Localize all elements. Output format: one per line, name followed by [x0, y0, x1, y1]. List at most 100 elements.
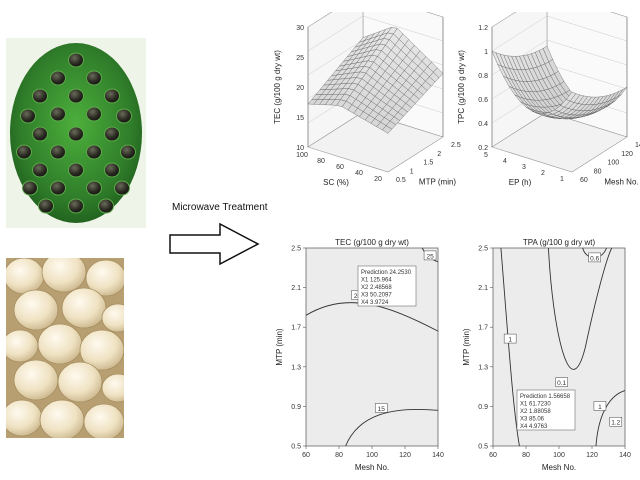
right-arrow: [169, 222, 260, 266]
z-tick-label: 0.6: [478, 97, 488, 104]
y-tick-label: 2.5: [291, 246, 301, 253]
contour-label-box: [503, 333, 517, 344]
grid-line: [546, 39, 628, 66]
contour-label: 0.6: [590, 255, 599, 262]
seed-hole: [32, 88, 48, 104]
x2-axis-label: MTP (min): [419, 178, 457, 187]
x-tick-label: 100: [366, 452, 378, 459]
grid-line: [307, 39, 364, 76]
x2-tick-label: 140: [635, 142, 640, 149]
seed-hole: [50, 70, 66, 86]
x1-tick-label: 60: [336, 164, 344, 171]
y-tick-label: 2.5: [478, 246, 488, 253]
prediction-line: Prediction 1.56658: [520, 394, 571, 400]
prediction-line: Prediction 24.2530: [361, 270, 412, 276]
grid-line: [546, 15, 628, 42]
seed-hole: [120, 144, 136, 160]
z-tick-label: 25: [296, 55, 304, 62]
z-axis-label: TPC (g/100 g dry wt): [457, 50, 466, 124]
y-tick-label: 2.1: [478, 285, 488, 292]
contour-label-box: [555, 377, 568, 387]
y-tick-label: 1.7: [478, 325, 488, 332]
seed-hole: [50, 180, 66, 196]
surface-chart-tpc: 0.2 0.4 0.6 0.8 1 1.2 TPC (g/100 g dry wt) 5 4 3 2…: [457, 12, 640, 187]
contour-label-box: [609, 416, 623, 427]
x-tick-label: 80: [522, 452, 530, 459]
x1-tick-label: 3: [522, 164, 526, 171]
contour-line: [547, 247, 613, 370]
contour-label: 1: [598, 404, 602, 411]
lotus-seed: [41, 258, 87, 293]
lotus-seed: [13, 289, 59, 331]
contour-label: 25: [426, 253, 434, 260]
x2-tick-label: 0.5: [396, 177, 406, 184]
x1-tick-label: 1: [560, 176, 564, 183]
x2-tick-label: 100: [608, 160, 620, 167]
prediction-line: X1 61.7230: [520, 402, 551, 408]
x-tick-label: 120: [586, 452, 598, 459]
z-tick-label: 20: [296, 85, 304, 92]
z-axis-label: TEC (g/100 g dry wt): [273, 50, 282, 124]
lotus-seed: [6, 399, 43, 437]
x-axis-label: Mesh No.: [542, 463, 576, 472]
lotus-seed: [101, 303, 124, 333]
grid-line: [362, 15, 444, 42]
x1-tick-label: 20: [374, 176, 382, 183]
y-axis-label: MTP (min): [462, 328, 471, 366]
y-tick-label: 2.1: [291, 285, 301, 292]
x-tick-label: 60: [489, 452, 497, 459]
seed-hole: [50, 144, 66, 160]
x2-tick-label: 60: [580, 177, 588, 184]
x-axis-label: Mesh No.: [355, 463, 389, 472]
seed-hole: [50, 106, 66, 122]
seed-hole: [86, 106, 102, 122]
z-tick-label: 15: [296, 115, 304, 122]
lotus-seed: [83, 403, 124, 438]
y-tick-label: 1.3: [478, 364, 488, 371]
x1-axis-label: SC (%): [323, 178, 349, 187]
seed-hole: [86, 144, 102, 160]
chart-title: TPA (g/100 g dry wt): [523, 238, 596, 247]
x-tick-label: 140: [432, 452, 444, 459]
x-tick-label: 100: [553, 452, 565, 459]
x1-tick-label: 4: [503, 158, 507, 165]
z-tick-label: 1: [484, 49, 488, 56]
contour-line: [345, 408, 439, 447]
x2-axis-label: Mesh No.: [604, 178, 638, 187]
x-tick-label: 140: [619, 452, 631, 459]
x2-tick-label: 1: [410, 168, 414, 175]
grid-line: [546, 63, 628, 90]
contour-chart-tec: TEC (g/100 g dry wt) 60 80 100 120 140 0.5 0.9 1…: [275, 238, 444, 472]
seed-hole: [22, 180, 38, 196]
seed-hole: [104, 162, 120, 178]
z-tick-label: 1.2: [478, 25, 488, 32]
seed-hole: [114, 180, 130, 196]
prediction-line: X3 85.06: [520, 417, 545, 423]
prediction-box: [516, 389, 576, 431]
seed-hole: [32, 162, 48, 178]
z-tick-label: 0.8: [478, 73, 488, 80]
y-tick-label: 1.3: [291, 364, 301, 371]
x1-tick-label: 5: [484, 152, 488, 159]
contour-line: [500, 247, 520, 447]
prediction-line: X2 2.48568: [361, 285, 392, 291]
contour-label: 1.2: [611, 420, 620, 427]
x1-tick-label: 40: [355, 170, 363, 177]
z-tick-label: 30: [296, 25, 304, 32]
x2-tick-label: 80: [594, 168, 602, 175]
treatment-label: Microwave Treatment: [172, 202, 268, 213]
lotus-seed: [101, 373, 124, 403]
lotus-seedpod-photo: [6, 38, 146, 228]
contour-label: 20: [354, 293, 362, 300]
x1-tick-label: 100: [296, 152, 308, 159]
seed-hole: [68, 88, 84, 104]
contour-label: 15: [378, 406, 386, 413]
seed-hole: [68, 126, 84, 142]
x2-tick-label: 2.5: [451, 142, 461, 149]
seed-hole: [104, 88, 120, 104]
seed-hole: [116, 108, 132, 124]
z-tick-label: 0.2: [478, 145, 488, 152]
y-axis-label: MTP (min): [275, 328, 284, 366]
lotus-seed: [37, 323, 83, 365]
seed-hole: [86, 70, 102, 86]
